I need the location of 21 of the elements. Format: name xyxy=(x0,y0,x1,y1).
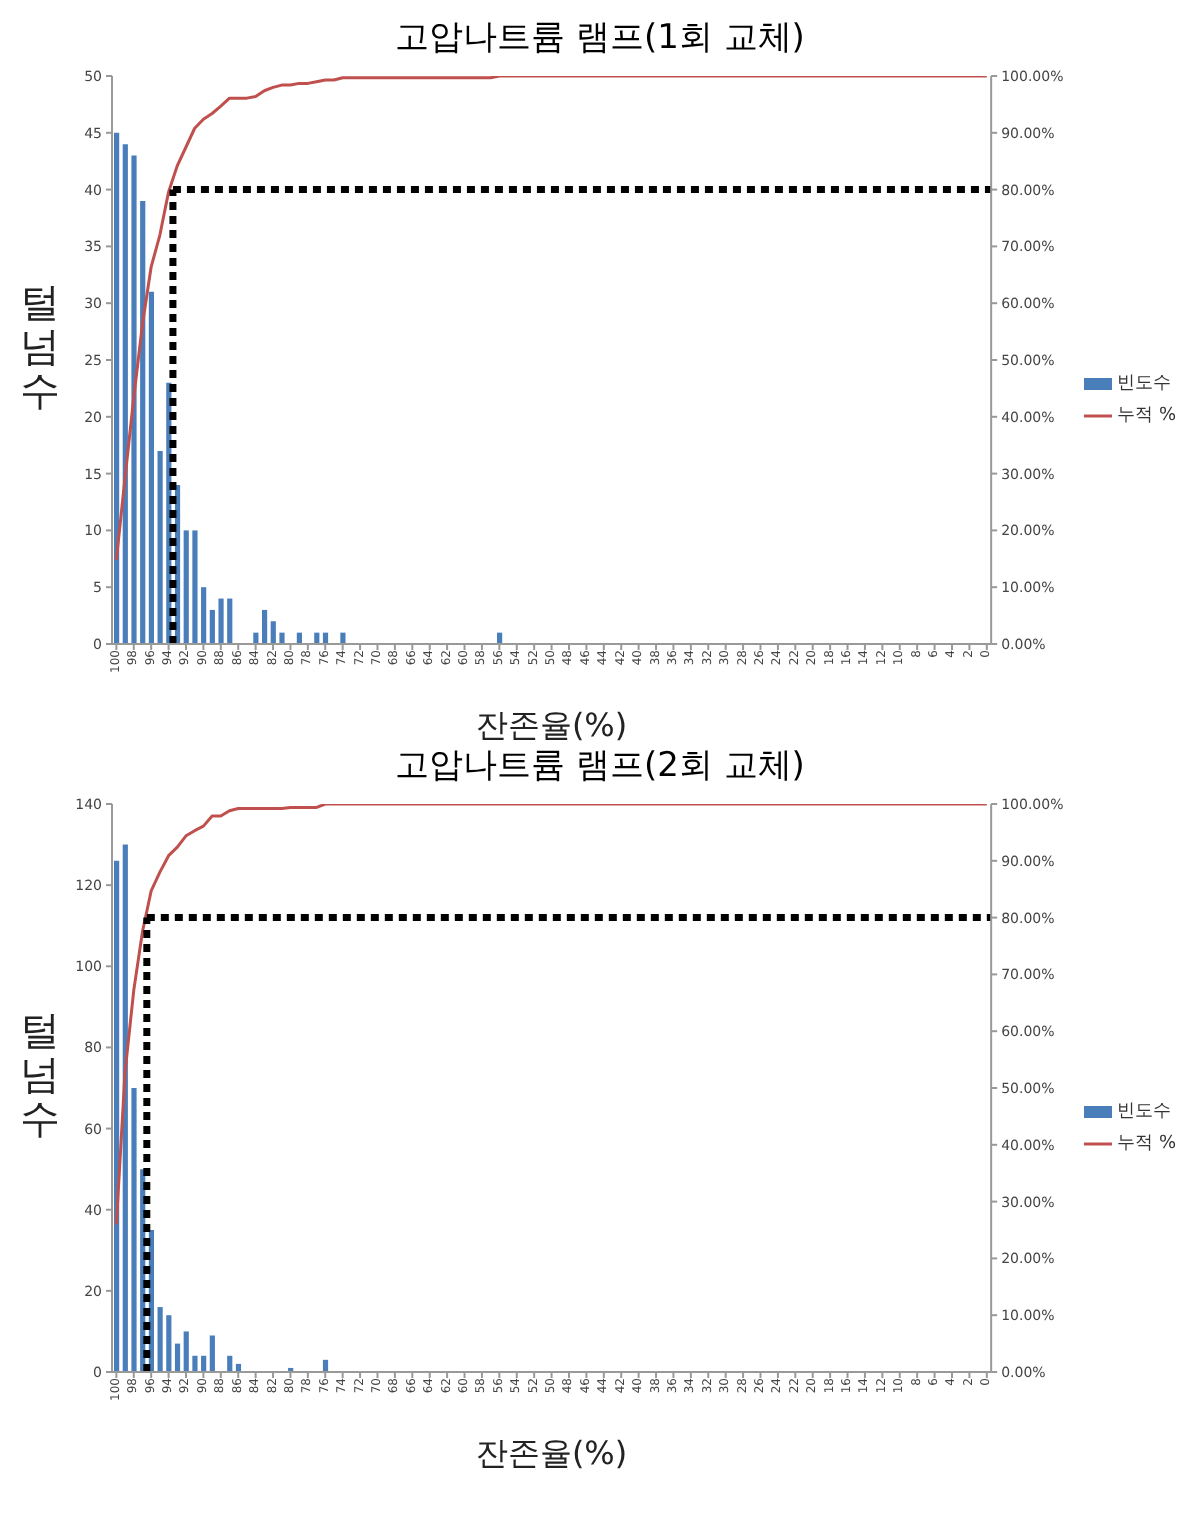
bar xyxy=(148,291,155,644)
bar xyxy=(166,1315,172,1372)
y-axis-title: 털넘수 xyxy=(20,1006,60,1142)
chart-title: 고압나트륨 램프(1회 교체) xyxy=(393,16,807,60)
chart-title: 고압나트륨 램프(2회 교체) xyxy=(393,744,807,788)
bar xyxy=(114,860,120,1372)
x-axis-title: 잔존율(%) xyxy=(475,706,628,744)
bar xyxy=(218,598,224,644)
legend-label: 빈도수 xyxy=(1117,372,1172,396)
y-axis-title: 털넘수 xyxy=(20,278,60,414)
bar xyxy=(114,132,120,644)
bar xyxy=(192,530,198,644)
bar xyxy=(340,632,346,644)
legend-label: 누적 % xyxy=(1117,404,1176,428)
legend-label: 빈도수 xyxy=(1117,1100,1172,1124)
legend-label: 누적 % xyxy=(1117,1132,1176,1156)
bar xyxy=(174,1343,181,1372)
x-axis-title: 잔존율(%) xyxy=(475,1434,628,1472)
bar xyxy=(157,1307,163,1372)
bar xyxy=(261,609,268,644)
bar xyxy=(209,1335,215,1372)
